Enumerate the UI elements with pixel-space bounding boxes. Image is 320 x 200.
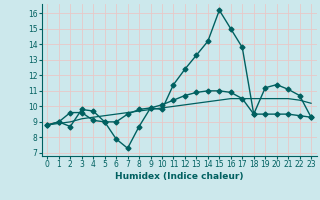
X-axis label: Humidex (Indice chaleur): Humidex (Indice chaleur) <box>115 172 244 181</box>
